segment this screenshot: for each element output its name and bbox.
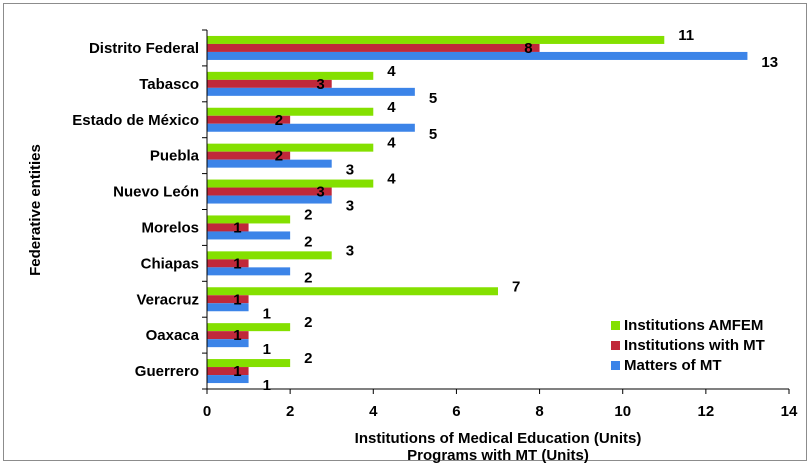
bar-institutions-with-mt-chiapas — [207, 259, 249, 268]
x-tick-label: 12 — [698, 403, 715, 420]
bar-matters-of-mt-guerrero — [207, 375, 249, 384]
value-label-matters-of-mt-tabasco: 5 — [429, 90, 437, 107]
x-tick-label: 10 — [614, 403, 631, 420]
bar-matters-of-mt-chiapas — [207, 267, 291, 276]
value-label-matters-of-mt-chiapas: 2 — [304, 269, 312, 286]
bar-institutions-amfem-oaxaca — [207, 323, 291, 332]
bar-institutions-with-mt-nuevo-leon — [207, 187, 332, 196]
legend-label-matters-of-mt: Matters of MT — [624, 357, 722, 374]
value-label-institutions-with-mt-nuevo-leon: 3 — [316, 184, 324, 201]
value-label-institutions-amfem-morelos: 2 — [304, 206, 312, 223]
value-label-matters-of-mt-puebla: 3 — [346, 162, 354, 179]
value-label-institutions-amfem-distrito-federal: 11 — [678, 27, 694, 44]
x-tick-label: 0 — [203, 403, 211, 420]
value-label-institutions-amfem-veracruz: 7 — [512, 278, 520, 295]
value-label-institutions-amfem-guerrero: 2 — [304, 350, 312, 367]
category-label-veracruz: Veracruz — [136, 291, 199, 308]
bar-matters-of-mt-tabasco — [207, 87, 415, 96]
value-label-institutions-amfem-puebla: 4 — [387, 135, 396, 152]
bar-institutions-with-mt-distrito-federal — [207, 43, 540, 52]
bar-institutions-amfem-tabasco — [207, 71, 374, 80]
x-axis: 0 2 4 6 8 10 12 14 — [203, 388, 798, 420]
chart-frame — [3, 3, 807, 461]
bar-institutions-with-mt-tabasco — [207, 79, 332, 88]
bar-institutions-amfem-morelos — [207, 215, 291, 224]
value-label-institutions-with-mt-tabasco: 3 — [316, 76, 324, 93]
legend-swatch-institutions-amfem — [611, 321, 620, 330]
value-label-matters-of-mt-nuevo-leon: 3 — [346, 198, 354, 215]
value-label-matters-of-mt-distrito-federal: 13 — [761, 54, 778, 71]
value-label-institutions-amfem-oaxaca: 2 — [304, 314, 312, 331]
value-label-institutions-with-mt-distrito-federal: 8 — [524, 40, 532, 57]
bar-matters-of-mt-puebla — [207, 159, 332, 168]
value-label-matters-of-mt-oaxaca: 1 — [263, 341, 271, 358]
y-axis-label: Federative entities — [27, 144, 44, 276]
bar-matters-of-mt-veracruz — [207, 303, 249, 312]
category-label-estado-de-mexico: Estado de México — [72, 112, 199, 129]
value-label-institutions-amfem-chiapas: 3 — [346, 242, 354, 259]
value-label-institutions-with-mt-puebla: 2 — [275, 148, 283, 165]
bar-institutions-with-mt-puebla — [207, 151, 291, 160]
bar-institutions-amfem-distrito-federal — [207, 35, 665, 44]
bar-institutions-amfem-guerrero — [207, 359, 291, 368]
bar-matters-of-mt-distrito-federal — [207, 51, 748, 60]
value-label-institutions-with-mt-oaxaca: 1 — [233, 327, 241, 344]
legend: Institutions AMFEM Institutions with MT Ma… — [611, 317, 765, 374]
category-label-nuevo-leon: Nuevo León — [113, 184, 199, 201]
category-label-oaxaca: Oaxaca — [146, 327, 200, 344]
bar-institutions-amfem-chiapas — [207, 251, 332, 260]
bar-institutions-with-mt-veracruz — [207, 295, 249, 304]
value-label-matters-of-mt-morelos: 2 — [304, 233, 312, 250]
bar-institutions-amfem-nuevo-leon — [207, 179, 374, 188]
value-label-institutions-amfem-tabasco: 4 — [387, 63, 396, 80]
bar-institutions-with-mt-estado-de-mexico — [207, 115, 291, 124]
bar-matters-of-mt-oaxaca — [207, 339, 249, 348]
bars-group — [207, 35, 748, 384]
bar-institutions-with-mt-oaxaca — [207, 331, 249, 340]
category-labels-group: Distrito Federal Tabasco Estado de México P… — [72, 29, 207, 390]
legend-label-institutions-amfem: Institutions AMFEM — [624, 317, 763, 334]
category-label-tabasco: Tabasco — [139, 76, 199, 93]
x-tick-label: 2 — [286, 403, 294, 420]
bar-matters-of-mt-nuevo-leon — [207, 195, 332, 204]
x-tick-label: 4 — [369, 403, 378, 420]
bar-institutions-amfem-veracruz — [207, 287, 498, 296]
legend-label-institutions-with-mt: Institutions with MT — [624, 337, 765, 354]
bar-institutions-amfem-puebla — [207, 143, 374, 152]
x-axis-label-line1: Institutions of Medical Education (Units… — [355, 430, 642, 447]
category-label-morelos: Morelos — [141, 219, 199, 236]
value-label-institutions-with-mt-estado-de-mexico: 2 — [275, 112, 283, 129]
category-label-distrito-federal: Distrito Federal — [89, 40, 199, 57]
legend-swatch-institutions-with-mt — [611, 341, 620, 350]
bar-institutions-with-mt-guerrero — [207, 367, 249, 376]
x-tick-label: 8 — [535, 403, 543, 420]
value-label-institutions-with-mt-morelos: 1 — [233, 219, 241, 236]
category-label-chiapas: Chiapas — [141, 255, 199, 272]
bar-institutions-amfem-estado-de-mexico — [207, 107, 374, 116]
value-label-institutions-with-mt-veracruz: 1 — [233, 291, 241, 308]
value-label-institutions-amfem-estado-de-mexico: 4 — [387, 99, 396, 116]
value-label-institutions-amfem-nuevo-leon: 4 — [387, 171, 396, 188]
value-label-institutions-with-mt-guerrero: 1 — [233, 363, 241, 380]
x-tick-label: 6 — [452, 403, 460, 420]
legend-swatch-matters-of-mt — [611, 361, 620, 370]
bar-matters-of-mt-morelos — [207, 231, 291, 240]
bar-institutions-with-mt-morelos — [207, 223, 249, 232]
x-tick-label: 14 — [781, 403, 798, 420]
value-label-matters-of-mt-veracruz: 1 — [263, 305, 271, 322]
category-label-puebla: Puebla — [150, 148, 200, 165]
value-label-matters-of-mt-estado-de-mexico: 5 — [429, 126, 437, 143]
category-label-guerrero: Guerrero — [135, 363, 199, 380]
x-axis-label-line2: Programs with MT (Units) — [407, 447, 589, 464]
bar-matters-of-mt-estado-de-mexico — [207, 123, 415, 132]
value-label-matters-of-mt-guerrero: 1 — [263, 377, 271, 394]
value-label-institutions-with-mt-chiapas: 1 — [233, 255, 241, 272]
